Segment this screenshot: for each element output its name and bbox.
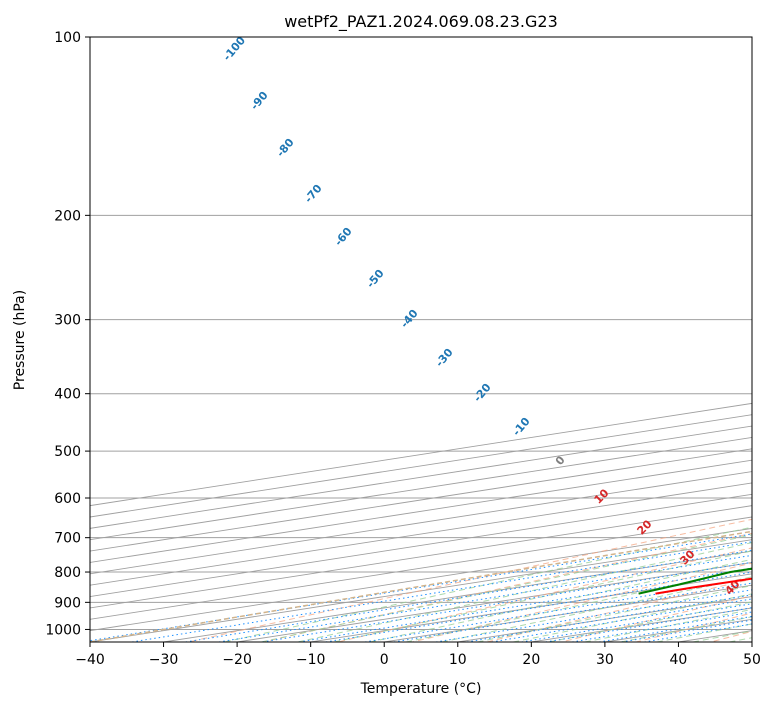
x-tick-label: 10	[449, 652, 467, 668]
x-tick-label: 20	[522, 652, 540, 668]
y-axis-label: Pressure (hPa)	[12, 290, 28, 390]
moist-adiabat-line	[405, 567, 752, 642]
y-tick-label: 1000	[45, 622, 81, 638]
y-tick-label: 800	[54, 565, 81, 581]
moist-adiabat-line	[224, 526, 752, 642]
isotherm-line	[90, 471, 752, 575]
y-tick-label: 200	[54, 208, 81, 224]
moist-adiabat-line	[513, 593, 752, 642]
x-axis-ticks: −40 −30 −20 −10 0 10 20 30 40 50	[75, 642, 761, 668]
moist-adiabat-line	[261, 534, 752, 642]
isotherm-line	[90, 539, 752, 642]
background-lines	[90, 37, 752, 642]
chart-title: wetPf2_PAZ1.2024.069.08.23.G23	[284, 12, 558, 32]
isotherm-line	[90, 527, 752, 632]
mixing-ratio-line	[218, 554, 752, 642]
isotherm-line	[90, 448, 752, 552]
x-axis-label: Temperature (°C)	[360, 681, 482, 697]
y-tick-label: 900	[54, 595, 81, 611]
y-tick-label: 700	[54, 531, 81, 547]
mixing-ratio-line	[325, 571, 752, 642]
plot-background	[90, 37, 752, 642]
x-tick-label: 50	[743, 652, 761, 668]
mixing-ratio-line	[364, 577, 752, 642]
dry-adiabat-line	[263, 532, 752, 642]
mixing-ratio-line	[393, 582, 752, 642]
mixing-ratio-line	[90, 533, 752, 642]
y-axis-ticks: 100 200 300 400 500 600 700 800 900 1000	[45, 30, 90, 638]
x-tick-label: −20	[222, 652, 252, 668]
moist-adiabat-line	[441, 576, 752, 642]
isotherm-line	[751, 641, 752, 642]
x-tick-label: 30	[596, 652, 614, 668]
isotherm-line	[90, 505, 752, 609]
mixing-ratio-line	[435, 589, 752, 642]
x-tick-label: −10	[296, 652, 326, 668]
y-tick-label: 100	[54, 30, 81, 46]
y-tick-label: 600	[54, 491, 81, 507]
y-tick-label: 500	[54, 444, 81, 460]
y-tick-label: 400	[54, 387, 81, 403]
plot-frame	[89, 36, 753, 643]
isotherm-line	[90, 459, 752, 563]
isotherm-line	[90, 516, 752, 620]
y-tick-label: 300	[54, 313, 81, 329]
isotherm-line	[90, 493, 752, 598]
x-tick-label: 0	[380, 652, 389, 668]
x-tick-label: 40	[670, 652, 688, 668]
x-tick-label: −40	[75, 652, 105, 668]
mixing-ratio-line	[466, 594, 752, 642]
x-tick-label: −30	[149, 652, 179, 668]
isotherm-line	[90, 482, 752, 586]
